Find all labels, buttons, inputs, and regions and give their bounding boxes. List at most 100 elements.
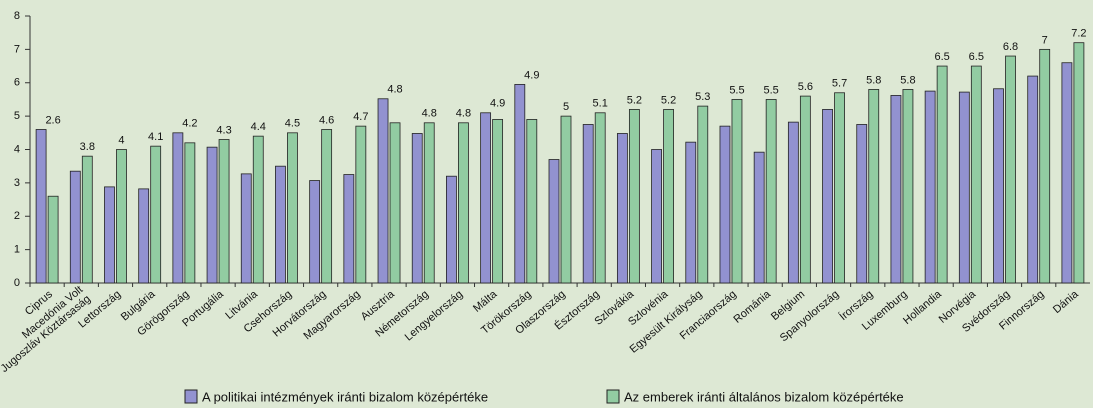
bar: [423, 122, 435, 284]
bar: [389, 122, 401, 284]
bar: [411, 133, 423, 284]
bar: [172, 132, 184, 284]
value-label: 4.7: [353, 111, 368, 123]
value-label: 5.7: [832, 78, 847, 90]
bar: [731, 99, 743, 284]
value-label: 5.2: [661, 94, 676, 106]
bar: [719, 125, 731, 284]
bar: [321, 129, 333, 284]
bar: [970, 65, 982, 284]
bar: [343, 174, 355, 284]
bar: [355, 125, 367, 284]
bar: [116, 149, 127, 284]
value-label: 5.1: [593, 98, 608, 110]
value-label: 7.2: [1071, 28, 1086, 40]
legend-label: Az emberek iránti általános bizalom közé…: [624, 389, 904, 404]
bar: [206, 146, 218, 284]
y-tick-label: 1: [14, 244, 20, 256]
bar: [616, 133, 628, 284]
legend-label: A politikai intézmények iránti bizalom k…: [202, 389, 488, 404]
bar: [1073, 42, 1085, 284]
y-tick-label: 8: [14, 10, 20, 22]
value-label: 7: [1042, 34, 1048, 46]
value-label: 5.8: [900, 74, 915, 86]
x-tick-label: Málta: [471, 288, 500, 315]
bar: [628, 109, 640, 284]
bar: [834, 92, 845, 284]
bar: [514, 84, 526, 284]
value-label: 4.2: [182, 118, 197, 130]
bar: [685, 141, 697, 284]
bar: [287, 132, 298, 284]
value-label: 4.9: [490, 98, 505, 110]
value-label: 5.5: [729, 84, 744, 96]
bar: [252, 135, 264, 284]
bar: [150, 145, 162, 284]
legend-swatch: [184, 389, 198, 404]
bar: [663, 109, 674, 284]
value-label: 6.5: [934, 51, 949, 63]
y-tick-label: 5: [14, 110, 20, 122]
legend: A politikai intézmények iránti bizalom k…: [184, 389, 904, 404]
value-label: 5.8: [866, 74, 881, 86]
x-tick-label: Spanyolország: [778, 288, 841, 344]
value-label: 4.3: [216, 124, 231, 136]
bar: [309, 180, 321, 284]
bar: [594, 112, 606, 284]
bar: [868, 89, 880, 284]
value-label: 5.6: [798, 81, 813, 93]
x-tick-label-line: Jugoszláv Köztársaság: [0, 293, 93, 375]
bar: [958, 91, 970, 284]
bar: [822, 109, 833, 284]
bar: [1061, 62, 1073, 284]
y-tick-label: 7: [14, 43, 20, 55]
bar: [275, 165, 286, 284]
bar: [993, 88, 1004, 284]
bar: [1039, 48, 1051, 284]
bar: [104, 186, 115, 284]
y-tick-label: 2: [14, 210, 20, 222]
y-tick-label: 6: [14, 77, 20, 89]
value-label: 4.4: [251, 121, 266, 133]
bar: [1027, 75, 1039, 284]
value-label: 4.8: [456, 108, 471, 120]
bar: [377, 98, 389, 284]
value-label: 4.9: [524, 69, 539, 81]
bar: [81, 155, 93, 284]
value-label: 6.8: [1003, 41, 1018, 53]
bar: [458, 122, 469, 284]
bar: [184, 142, 196, 284]
bar: [924, 90, 936, 284]
legend-swatch: [606, 389, 620, 404]
value-label: 5.3: [695, 91, 710, 103]
value-label: 5.5: [764, 84, 779, 96]
bar: [936, 65, 948, 284]
bar: [856, 124, 868, 284]
value-label: 4.5: [285, 118, 300, 130]
value-label: 4.8: [422, 108, 437, 120]
bar: [35, 129, 47, 284]
bar: [138, 188, 150, 284]
bar: [526, 119, 538, 284]
x-tick-label: Hollandia: [901, 288, 945, 327]
y-tick-label: 3: [14, 177, 20, 189]
value-label: 5.2: [627, 94, 642, 106]
value-label: 3.8: [80, 141, 95, 153]
y-tick-label: 0: [14, 277, 20, 289]
bar: [765, 99, 777, 284]
bar: [480, 112, 492, 284]
bar: [1005, 55, 1016, 284]
y-tick-label: 4: [14, 143, 20, 155]
bar: [753, 151, 765, 284]
bar: [69, 170, 81, 284]
value-label: 5: [563, 101, 569, 113]
bar: [902, 89, 914, 284]
value-label: 6.5: [969, 51, 984, 63]
x-tick-label: Dánia: [1051, 288, 1081, 316]
bar: [697, 105, 709, 284]
bar: [492, 119, 504, 284]
bar: [560, 115, 572, 284]
bar: [582, 124, 594, 284]
bar: [446, 175, 457, 284]
